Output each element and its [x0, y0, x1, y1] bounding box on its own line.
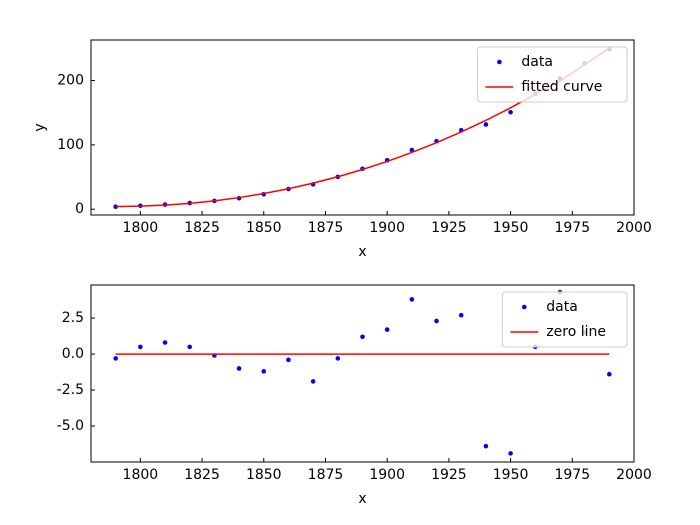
x-tick-label: 1900 [369, 220, 405, 236]
y-tick-label: 200 [57, 73, 84, 89]
legend-box [501, 291, 628, 348]
legend-swatch [497, 59, 502, 65]
data-point [162, 340, 168, 345]
data-point [261, 369, 267, 374]
legend-box [476, 46, 628, 103]
data-point [335, 356, 341, 361]
x-tick-label: 1800 [123, 220, 159, 236]
x-tick-label: 1850 [246, 220, 282, 236]
x-tick-label: 2000 [616, 220, 652, 236]
y-tick-label: 0.0 [62, 346, 84, 362]
legend-label: fitted curve [521, 79, 602, 95]
x-tick-label: 1950 [493, 220, 529, 236]
data-point [434, 318, 439, 324]
data-point [483, 122, 489, 127]
data-point [458, 312, 464, 318]
x-tick-label: 1875 [308, 467, 344, 483]
x-tick-label: 1950 [493, 467, 529, 483]
x-tick-label: 1800 [123, 467, 159, 483]
y-tick-label: 100 [57, 137, 84, 153]
data-point [113, 356, 118, 361]
legend-label: data [521, 54, 553, 70]
data-point [483, 443, 489, 449]
x-tick-label: 1975 [554, 467, 590, 483]
x-tick-label: 1825 [184, 467, 220, 483]
axes-frame [90, 284, 635, 463]
data-point [138, 344, 143, 350]
data-point [409, 297, 415, 302]
x-axis-label: x [358, 491, 366, 507]
legend-label: data [546, 299, 578, 315]
x-tick-label: 1825 [184, 220, 220, 236]
data-point [508, 451, 513, 456]
data-point [607, 371, 612, 377]
x-tick-label: 2000 [616, 467, 652, 483]
data-point [360, 334, 365, 340]
y-axis-label: y [32, 123, 48, 131]
y-tick-label: -2.5 [57, 382, 84, 398]
y-tick-label: 2.5 [62, 310, 84, 326]
data-point [286, 357, 291, 363]
data-point [187, 344, 193, 350]
data-point [508, 109, 513, 115]
data-point [384, 327, 390, 332]
legend-label: zero line [546, 324, 606, 340]
data-point [113, 204, 118, 210]
x-tick-label: 1900 [369, 467, 405, 483]
x-tick-label: 1925 [431, 220, 467, 236]
x-tick-label: 1875 [308, 220, 344, 236]
x-tick-label: 1925 [431, 467, 467, 483]
x-tick-label: 1850 [246, 467, 282, 483]
legend-swatch [522, 304, 527, 310]
data-point [236, 366, 242, 371]
axes-frame [90, 39, 635, 216]
x-tick-label: 1975 [554, 220, 590, 236]
x-axis-label: x [358, 244, 366, 260]
y-tick-label: -5.0 [57, 418, 84, 434]
y-tick-label: 0 [75, 201, 84, 217]
data-point [310, 379, 316, 384]
data-point [409, 147, 415, 153]
